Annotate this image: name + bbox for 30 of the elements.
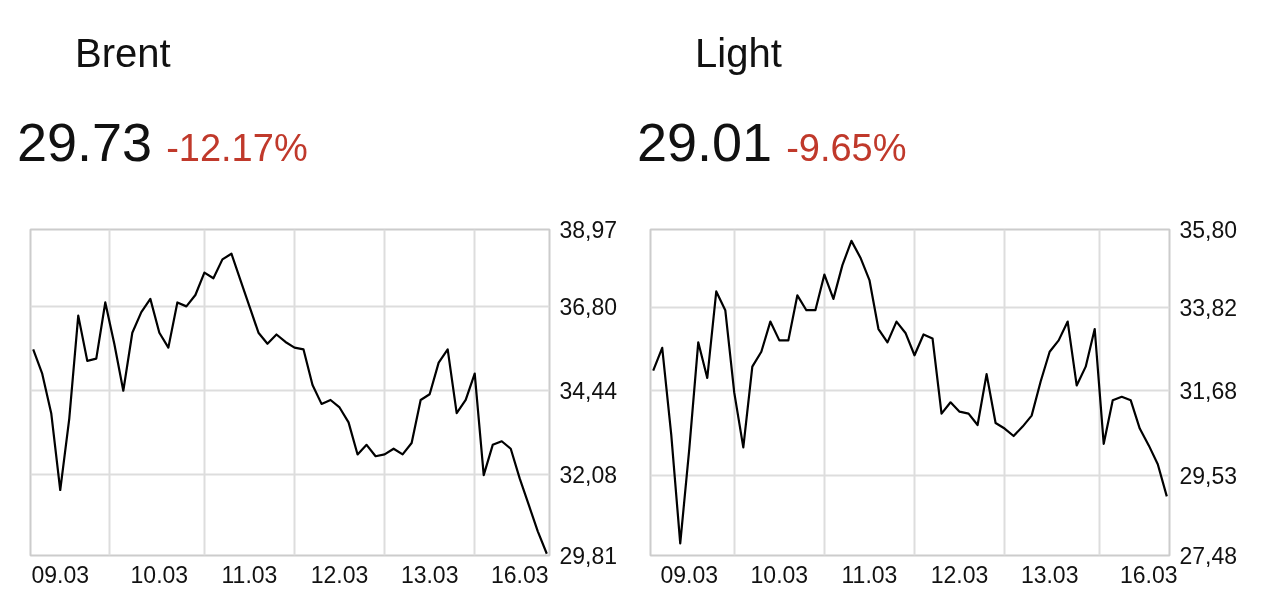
x-tick-label: 16.03 — [490, 561, 549, 588]
text: -12.17% — [166, 127, 308, 170]
chart-title: Light — [695, 30, 783, 77]
text: 29.73 — [17, 112, 153, 173]
y-tick-label: 32,08 — [559, 462, 618, 489]
x-tick-label: 09.03 — [31, 561, 90, 588]
y-tick-label: 36,80 — [559, 294, 618, 321]
text: 29.01 — [637, 112, 773, 173]
x-tick-label: 11.03 — [221, 561, 278, 588]
y-tick-label: 31,68 — [1179, 378, 1238, 405]
x-tick-label: 13.03 — [1020, 561, 1079, 588]
x-tick-label: 12.03 — [930, 561, 989, 588]
y-tick-label: 27,48 — [1179, 543, 1238, 569]
x-tick-label: 10.03 — [130, 561, 189, 588]
line-series — [32, 252, 548, 555]
x-tick-label: 10.03 — [750, 561, 809, 588]
line-series — [652, 239, 1168, 545]
y-tick-label: 38,97 — [559, 217, 618, 243]
y-tick-label: 34,44 — [559, 378, 618, 405]
x-tick-label: 09.03 — [660, 561, 719, 588]
y-tick-label: 35,80 — [1179, 217, 1238, 243]
x-tick-label: 13.03 — [400, 561, 459, 588]
y-tick-label: 29,81 — [559, 543, 618, 569]
x-tick-label: 16.03 — [1120, 561, 1178, 588]
text: -9.65% — [786, 127, 907, 170]
x-tick-label: 11.03 — [841, 561, 898, 588]
chart-title: Brent — [75, 30, 172, 77]
y-tick-label: 33,82 — [1179, 294, 1238, 321]
x-tick-label: 12.03 — [310, 561, 369, 588]
y-tick-label: 29,53 — [1179, 462, 1238, 489]
